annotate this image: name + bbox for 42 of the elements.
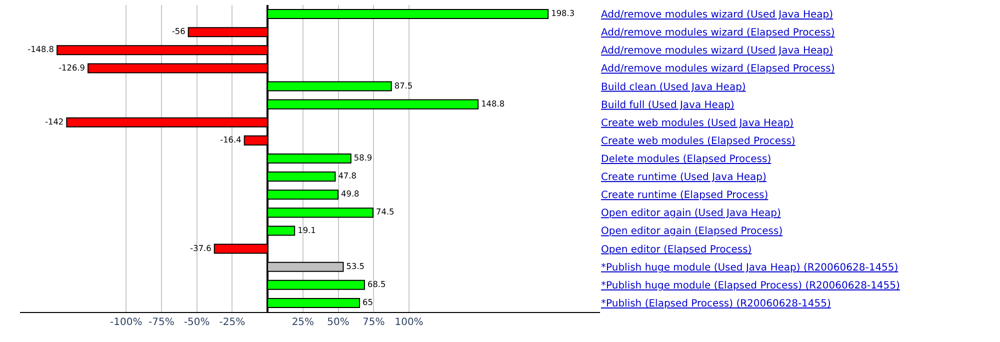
y-tick-label: Build clean (Used Java Heap) (601, 82, 746, 93)
x-tick-label: 50% (327, 317, 350, 328)
y-tick-label: *Publish (Elapsed Process) (R20060628-1455) (601, 298, 832, 310)
y-tick-label: *Publish huge module (Elapsed Process) (R20060628-1455) (601, 280, 900, 292)
y-tick-label: Open editor again (Elapsed Process) (601, 226, 783, 238)
data-label: -37.6 (190, 242, 212, 253)
data-label: -142 (45, 116, 64, 126)
y-tick-label: Open editor (Elapsed Process) (601, 244, 752, 256)
x-tick-label: 25% (292, 317, 314, 328)
data-label: 87.5 (394, 80, 413, 90)
data-label: 68.5 (367, 278, 386, 289)
data-label: -126.9 (58, 62, 86, 72)
data-label: 47.8 (338, 170, 356, 181)
y-tick-label: Add/remove modules wizard (Used Java Heap) (601, 46, 834, 57)
x-tick-label: 100% (394, 317, 424, 328)
y-tick-label: Create web modules (Used Java Heap) (601, 118, 794, 129)
y-tick-label: Open editor again (Used Java Heap) (601, 208, 781, 220)
data-label: 74.5 (376, 206, 394, 217)
y-tick-label: *Publish huge module (Used Java Heap) (R20060628-1455) (601, 262, 898, 274)
data-label: 65 (362, 297, 373, 308)
x-tick-label: -75% (148, 317, 174, 328)
y-tick-label: Add/remove modules wizard (Elapsed Process) (601, 64, 835, 75)
y-tick-label: Create runtime (Elapsed Process) (601, 190, 768, 202)
y-tick-label: Create runtime (Used Java Heap) (601, 172, 767, 184)
y-tick-label: Build full (Used Java Heap) (601, 100, 734, 111)
x-tick-label: -100% (110, 317, 142, 328)
data-label: 58.9 (354, 152, 372, 163)
y-tick-label: Add/remove modules wizard (Elapsed Process) (601, 28, 835, 39)
data-label: -56 (172, 26, 186, 36)
y-tick-label: Delete modules (Elapsed Process) (601, 154, 772, 165)
y-tick-label: Create web modules (Elapsed Process) (601, 136, 796, 147)
data-label: -16.4 (220, 134, 242, 144)
x-tick-label: 75% (362, 317, 385, 328)
y-tick-label: Add/remove modules wizard (Used Java Heap) (601, 10, 834, 21)
x-tick-label: -50% (184, 317, 210, 328)
data-label: 49.8 (341, 188, 360, 199)
data-label: 19.1 (298, 224, 316, 235)
data-label: 198.3 (551, 8, 575, 18)
x-tick-label: -25% (219, 317, 246, 328)
data-label: 53.5 (346, 260, 364, 271)
data-label: -148.8 (28, 44, 54, 54)
data-label: 148.8 (481, 98, 505, 108)
